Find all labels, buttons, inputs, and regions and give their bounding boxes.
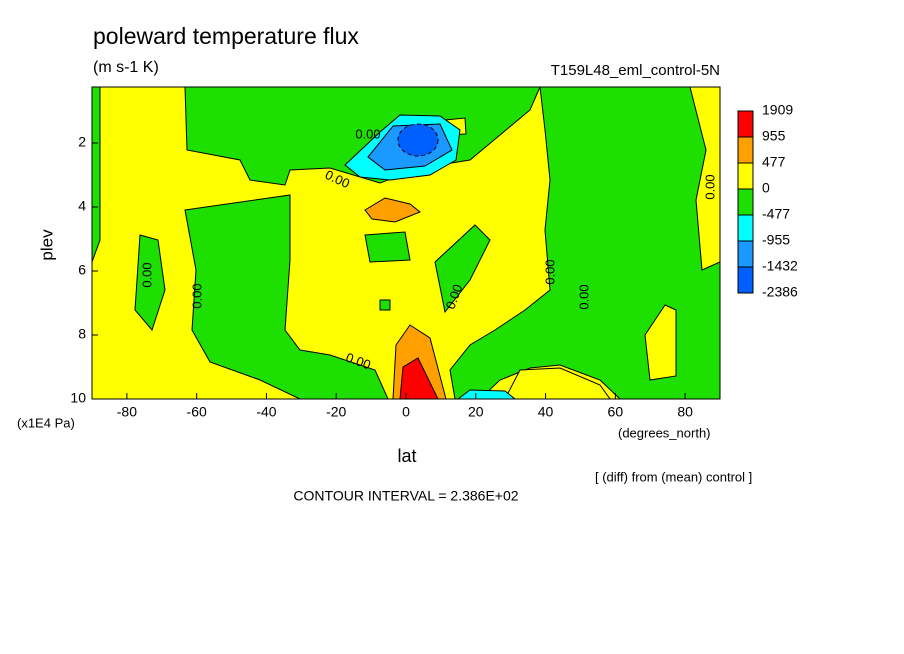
contour-label: 0.00 [702,174,717,199]
contour-label: 0.00 [542,259,557,284]
x-tick-label: -60 [187,404,207,420]
x-tick-label: -40 [256,404,276,420]
contour-region [92,87,101,263]
x-tick-label: -20 [326,404,346,420]
colorbar-box [737,240,754,268]
colorbar-box [737,162,754,190]
x-tick-label: -80 [117,404,137,420]
y-axis-units: (x1E4 Pa) [17,415,75,430]
colorbar-box [737,266,754,294]
colorbar-label: 1909 [762,102,793,118]
contour-region [644,304,677,381]
x-axis-label: lat [397,446,416,466]
x-axis-units: (degrees_north) [618,425,711,440]
y-axis-label: plev [37,229,56,261]
footnote: [ (diff) from (mean) control ] [595,469,752,484]
y-tick-label: 10 [70,390,86,406]
dataset-label: T159L48_eml_control-5N [551,62,720,79]
contour-label: 0.00 [355,126,380,141]
colorbar-label: -955 [762,232,790,248]
contour-region [364,231,411,263]
y-tick-label: 8 [78,326,86,342]
colorbar-label: 477 [762,154,786,170]
contour-field [92,87,720,399]
colorbar-label: -2386 [762,284,798,300]
x-tick-label: 0 [402,404,410,420]
contour-region [689,87,720,271]
x-tick-label: 20 [468,404,484,420]
contour-region [449,87,720,399]
contour-region [457,389,516,399]
x-tick-label: 80 [677,404,693,420]
x-tick-label: 60 [608,404,624,420]
contour-region [364,197,421,223]
y-tick-label: 4 [78,198,86,214]
contour-region [399,357,439,399]
contour-label: 0.00 [576,284,591,309]
colorbar-box [737,214,754,242]
colorbar-box [737,188,754,216]
contour-region [397,123,439,157]
contour-region [134,234,166,332]
contour-interval: CONTOUR INTERVAL = 2.386E+02 [293,488,518,504]
colorbar-box [737,110,754,138]
y-tick-label: 2 [78,134,86,150]
contour-region [434,224,491,314]
colorbar-label: 955 [762,128,786,144]
contour-region [379,299,391,311]
chart-title: poleward temperature flux [93,23,359,49]
contour-label: 0.00 [189,283,204,308]
colorbar-label: -1432 [762,258,798,274]
contour-region [184,194,389,399]
y-tick-label: 6 [78,262,86,278]
colorbar-label: 0 [762,180,770,196]
x-tick-label: 40 [538,404,554,420]
chart-subtitle: (m s-1 K) [93,59,159,76]
contour-label: 0.00 [139,262,154,287]
colorbar-label: -477 [762,206,790,222]
colorbar-box [737,136,754,164]
